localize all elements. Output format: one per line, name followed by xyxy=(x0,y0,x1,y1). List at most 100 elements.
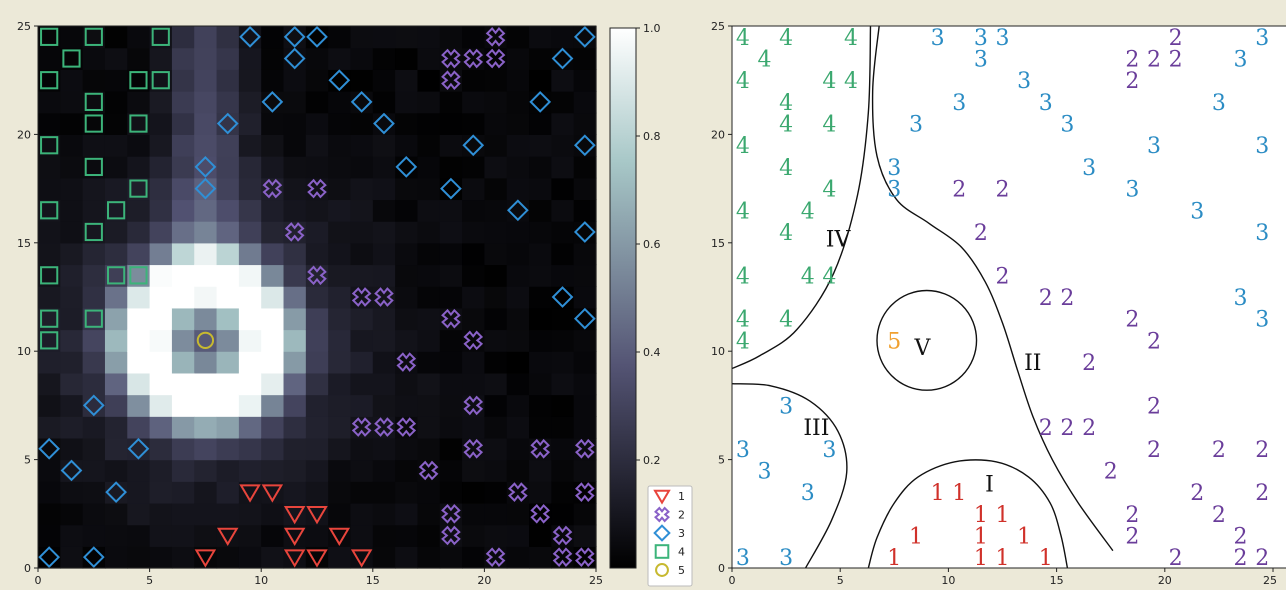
class-label: 1 xyxy=(952,481,966,506)
heat-cell xyxy=(238,91,262,114)
heat-cell xyxy=(551,437,575,461)
heat-cell xyxy=(283,264,307,287)
heat-cell xyxy=(573,329,597,352)
class-label: 4 xyxy=(844,26,858,51)
heat-cell xyxy=(395,502,419,526)
heat-cell xyxy=(171,416,195,439)
marker-triangle xyxy=(283,527,306,547)
marker-triangle xyxy=(194,549,217,568)
class-label: 2 xyxy=(1169,546,1183,571)
heat-cell xyxy=(506,177,530,201)
region-boundaries xyxy=(731,25,1114,569)
heat-cell xyxy=(573,242,597,266)
class-label: 2 xyxy=(1104,459,1118,484)
heat-cell xyxy=(216,459,240,482)
heat-cell xyxy=(417,329,441,352)
class-label: 4 xyxy=(736,69,750,94)
heat-cell xyxy=(216,91,240,114)
heat-cell xyxy=(462,437,485,461)
heat-cell xyxy=(484,47,508,70)
heat-cell xyxy=(439,437,463,461)
heat-cell xyxy=(551,177,575,201)
heat-cell xyxy=(238,394,262,417)
region-boundary-II xyxy=(871,25,1114,552)
heat-cell xyxy=(194,242,218,266)
marker-x xyxy=(463,48,484,69)
heat-cell xyxy=(261,26,285,49)
heat-cell xyxy=(305,394,329,417)
class-label: 4 xyxy=(822,113,836,138)
heat-cell xyxy=(439,242,463,266)
heat-cell xyxy=(328,394,352,417)
heat-cell xyxy=(238,177,262,201)
class-label: 3 xyxy=(974,26,988,51)
heat-cell xyxy=(484,394,508,417)
marker-diamond xyxy=(38,546,61,569)
heat-cell xyxy=(104,394,128,417)
heat-cell xyxy=(551,91,575,114)
heat-cell xyxy=(328,199,352,222)
heat-cell xyxy=(328,47,352,70)
marker-square xyxy=(40,136,59,155)
marker-square xyxy=(84,27,103,46)
heat-cell xyxy=(417,242,441,266)
heat-cell xyxy=(283,351,307,374)
x-tick-label: 20 xyxy=(1158,574,1172,587)
heat-cell xyxy=(82,156,106,179)
marker-x xyxy=(351,287,372,307)
heat-cell xyxy=(506,242,530,266)
marker-diamond xyxy=(283,47,306,70)
heat-cell xyxy=(82,307,106,331)
heat-cell xyxy=(127,69,151,92)
heat-cell xyxy=(149,546,173,569)
legend-label: 4 xyxy=(678,546,685,559)
class-label: 4 xyxy=(844,69,858,94)
heat-cell xyxy=(127,242,151,266)
marker-square xyxy=(40,266,59,285)
heat-cell xyxy=(238,264,262,287)
heat-cell xyxy=(194,26,218,49)
heat-cell xyxy=(238,242,262,266)
class-label: 2 xyxy=(952,178,966,203)
heat-cell xyxy=(529,502,552,526)
class-label: 3 xyxy=(1255,308,1269,333)
heat-cell xyxy=(305,524,329,547)
heat-cell xyxy=(38,47,61,70)
heat-cell xyxy=(283,459,307,482)
heat-cell xyxy=(82,502,106,526)
heat-cell xyxy=(529,329,552,352)
heat-cell xyxy=(60,437,84,461)
y-tick-label: 25 xyxy=(17,20,31,33)
heat-cell xyxy=(305,372,329,396)
heat-cell xyxy=(171,26,195,49)
heat-cell xyxy=(149,26,173,49)
heat-cell xyxy=(506,47,530,70)
marker-x xyxy=(485,547,506,567)
x-tick-label: 25 xyxy=(589,574,603,587)
heat-cell xyxy=(529,546,552,569)
heat-cell xyxy=(372,47,396,70)
heat-cell xyxy=(127,546,151,569)
heat-cell xyxy=(551,26,575,49)
heat-cell xyxy=(149,264,173,287)
heat-cell xyxy=(529,156,552,179)
class-label: 2 xyxy=(1147,438,1161,463)
heat-cell xyxy=(216,264,240,287)
heat-cell xyxy=(104,416,128,439)
heat-cell xyxy=(462,459,485,482)
marker-diamond xyxy=(507,199,529,222)
class-label: 1 xyxy=(1017,524,1031,549)
x-tick-label: 10 xyxy=(941,574,955,587)
class-label: 2 xyxy=(1125,48,1139,73)
heat-cell xyxy=(238,221,262,244)
heat-cell xyxy=(149,394,173,417)
class-markers xyxy=(38,25,596,569)
heat-cell xyxy=(104,351,128,374)
region-boundary-IV xyxy=(731,25,872,370)
heat-cell xyxy=(462,481,485,504)
class-label: 2 xyxy=(1212,503,1226,528)
class-label: 3 xyxy=(952,91,966,116)
heat-cell xyxy=(104,134,128,157)
heat-cell xyxy=(328,134,352,157)
class-label: 3 xyxy=(887,178,901,203)
